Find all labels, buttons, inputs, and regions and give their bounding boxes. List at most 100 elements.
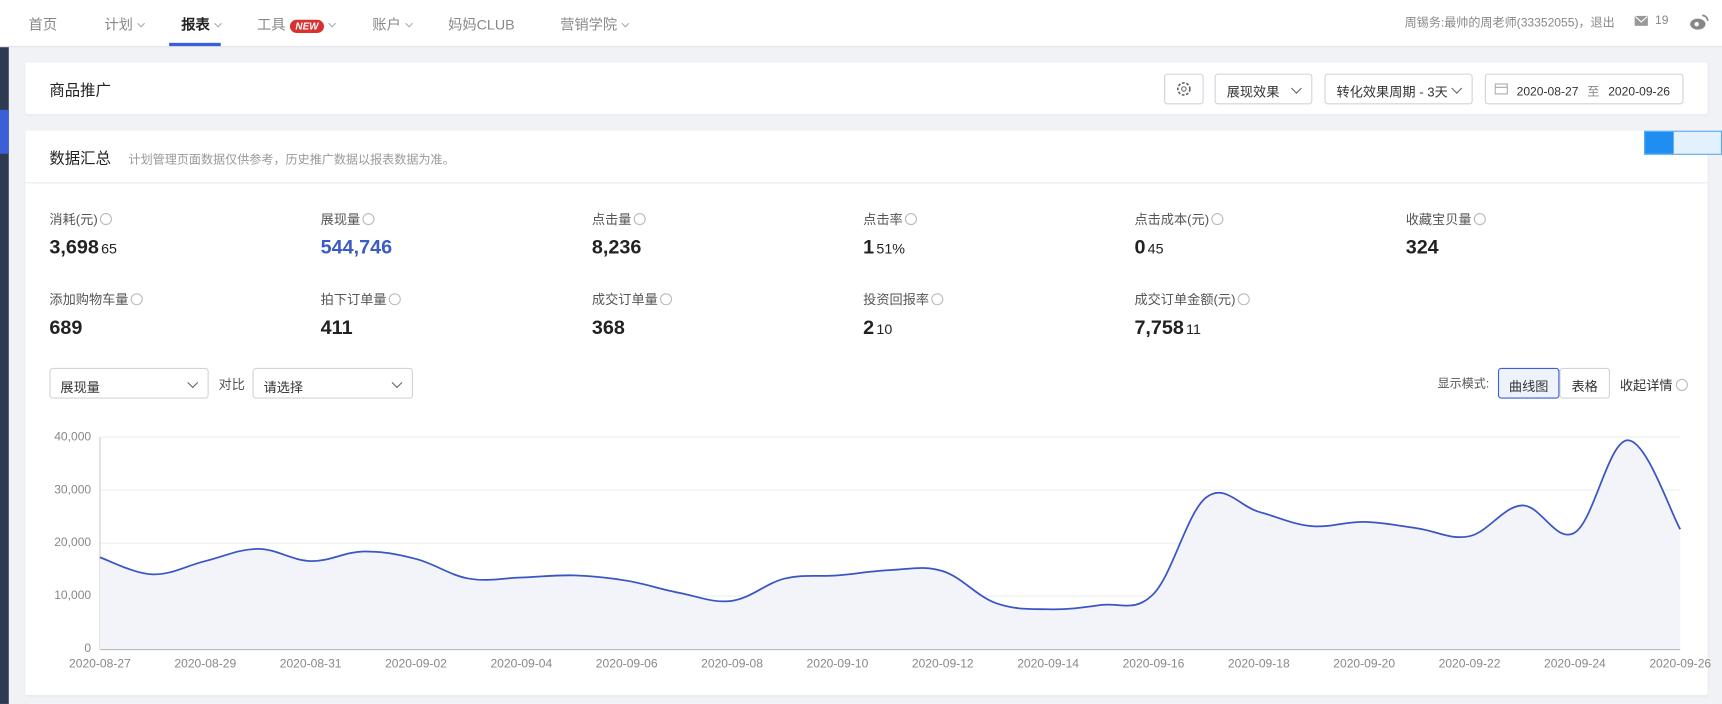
collapse-link[interactable]: 收起详情: [1620, 376, 1688, 395]
mode-chart[interactable]: 曲线图: [1497, 367, 1560, 399]
metric-label-text: 拍下订单量: [320, 292, 387, 308]
select-text: 请选择: [263, 379, 304, 396]
user-info[interactable]: 周锡务:最帅的周老师(33352055)，退出: [1404, 16, 1615, 30]
metric: 展现量 544,746: [321, 210, 585, 259]
nav-text: 营销学院: [560, 16, 618, 33]
x-tick-label: 2020-08-27: [69, 657, 131, 671]
metric: 收藏宝贝量 324: [1406, 210, 1670, 259]
metric-label: 成交订单金额(元): [1134, 290, 1398, 309]
side-bar: [0, 47, 9, 704]
nav-item[interactable]: 妈妈CLUB: [448, 16, 515, 33]
x-tick-label: 2020-09-10: [807, 657, 869, 671]
metric-label: 点击率: [863, 210, 1127, 229]
y-tick-label: 40,000: [54, 429, 91, 443]
nav-text: 账户: [372, 16, 401, 33]
nav-item[interactable]: 报表: [181, 13, 222, 34]
date-range[interactable]: 2020-08-27 至 2020-09-26: [1484, 73, 1684, 105]
metric-label-text: 添加购物车量: [49, 292, 129, 308]
metric-label-text: 投资回报率: [863, 292, 930, 308]
help-icon: [1473, 213, 1486, 226]
calendar-icon: [1494, 83, 1508, 95]
float-tool[interactable]: [1644, 130, 1722, 155]
x-tick-label: 2020-09-20: [1333, 657, 1395, 671]
help-icon: [388, 293, 401, 306]
nav-text: 计划: [104, 16, 133, 33]
metric-label: 添加购物车量: [49, 290, 313, 309]
metric: 成交订单量 368: [592, 290, 856, 339]
metric: 添加购物车量 689: [49, 290, 313, 339]
metric-label-text: 成交订单金额(元): [1134, 292, 1236, 308]
header-card: 商品推广 展现效果 转化效果周期 - 3天 2020-08-27 至 2020-…: [25, 62, 1708, 115]
line-chart: 0 10,000 20,000 30,000 40,000 2020-08-27 2020-…: [54, 429, 1711, 671]
metric-int: 544,746: [320, 236, 393, 259]
x-tick-label: 2020-09-08: [701, 657, 763, 671]
metric-value: 411: [321, 316, 585, 339]
nav-text: 报表: [181, 16, 210, 33]
summary-note: 计划管理页面数据仅供参考，历史推广数据以报表数据为准。: [128, 153, 455, 167]
settings-button[interactable]: [1164, 73, 1204, 105]
nav-item[interactable]: 计划: [104, 13, 146, 34]
y-tick-label: 20,000: [54, 535, 91, 549]
metric-int: 411: [320, 316, 353, 339]
metric: 点击率 1 51%: [863, 210, 1127, 259]
y-tick-label: 0: [84, 641, 91, 655]
help-icon: [130, 293, 143, 306]
x-tick-label: 2020-09-18: [1228, 657, 1290, 671]
help-icon: [904, 213, 918, 226]
metric-value: 1 51%: [863, 236, 1127, 259]
mode-table[interactable]: 表格: [1559, 367, 1610, 399]
x-tick-label: 2020-09-24: [1544, 657, 1606, 671]
nav-item[interactable]: 账户: [372, 13, 413, 34]
metric-select[interactable]: 展现量: [49, 367, 209, 399]
metric-value: 7,758 11: [1134, 316, 1398, 339]
metric-label: 消耗(元): [49, 210, 313, 229]
compare-select[interactable]: 请选择: [252, 367, 413, 399]
metric-label-text: 收藏宝贝量: [1405, 211, 1472, 228]
x-tick-label: 2020-09-14: [1017, 657, 1079, 671]
metric-dec: 65: [101, 240, 117, 257]
metric-label: 点击成本(元): [1134, 210, 1398, 229]
page-title: 商品推广: [49, 81, 111, 99]
compare-label: 对比: [218, 376, 245, 393]
metric-dec: 51%: [876, 240, 905, 257]
metric-value: 689: [49, 316, 313, 339]
help-icon: [1211, 213, 1224, 226]
metric-int: 368: [591, 316, 625, 339]
metric-int: 689: [49, 316, 83, 339]
mode-label: 显示模式:: [1437, 377, 1490, 391]
new-badge: NEW: [289, 19, 324, 33]
metric: 投资回报率 2 10: [863, 290, 1127, 339]
mail-icon[interactable]: [1634, 15, 1649, 27]
weibo-icon[interactable]: [1688, 12, 1710, 32]
metric-int: 1: [863, 236, 875, 259]
metric-label: 点击量: [592, 210, 856, 229]
x-tick-label: 2020-09-22: [1439, 657, 1501, 671]
side-active: [0, 109, 9, 154]
metric-label: 投资回报率: [863, 290, 1127, 309]
date-to: 2020-09-26: [1608, 85, 1671, 99]
metric: 成交订单金额(元) 7,758 11: [1134, 290, 1398, 339]
nav-text: 工具: [256, 16, 286, 33]
metric-value: 0 45: [1134, 236, 1398, 259]
metric: 点击量 8,236: [592, 210, 856, 259]
x-tick-label: 2020-09-06: [596, 657, 658, 671]
x-tick-label: 2020-08-29: [174, 657, 236, 671]
period-select[interactable]: 转化效果周期 - 3天: [1324, 73, 1473, 105]
nav-item[interactable]: 首页: [28, 16, 58, 33]
metric: 消耗(元) 3,698 65: [49, 210, 313, 259]
metric: 拍下订单量 411: [321, 290, 585, 339]
help-icon: [931, 293, 944, 306]
metric-label-text: 成交订单量: [591, 292, 658, 308]
metric-label: 展现量: [321, 210, 585, 229]
summary-header: 数据汇总 计划管理页面数据仅供参考，历史推广数据以报表数据为准。: [25, 131, 1708, 184]
metric-label-text: 消耗(元): [49, 211, 98, 228]
metric-dec: 11: [1186, 320, 1201, 338]
metric-label-text: 点击成本(元): [1134, 211, 1210, 228]
nav-item[interactable]: 工具 NEW: [256, 13, 337, 34]
effect-select[interactable]: 展现效果: [1214, 73, 1313, 105]
metric-int: 324: [1405, 236, 1439, 259]
nav-item[interactable]: 营销学院: [560, 13, 630, 34]
metric-int: 8,236: [591, 236, 642, 259]
x-tick-label: 2020-09-16: [1123, 657, 1185, 671]
